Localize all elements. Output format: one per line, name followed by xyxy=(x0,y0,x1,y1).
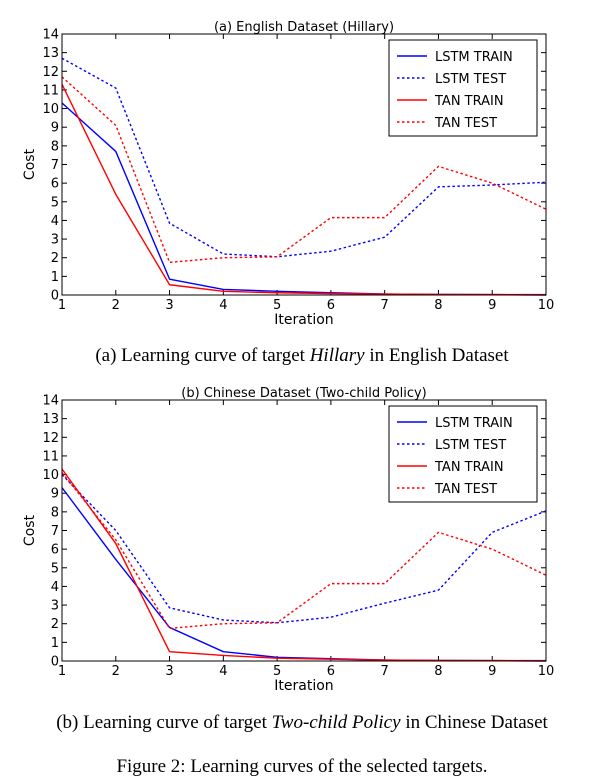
x-tick-label: 1 xyxy=(58,664,66,679)
y-tick-label: 5 xyxy=(51,195,59,210)
x-tick-label: 9 xyxy=(488,664,496,679)
y-tick-label: 12 xyxy=(42,65,59,80)
x-tick-label: 6 xyxy=(327,664,335,679)
x-tick-label: 6 xyxy=(327,298,335,313)
figure-caption: Figure 2: Learning curves of the selecte… xyxy=(116,756,487,777)
y-tick-label: 4 xyxy=(51,214,59,229)
y-tick-label: 2 xyxy=(51,617,59,632)
x-tick-label: 2 xyxy=(112,664,120,679)
plot-frame xyxy=(61,33,547,296)
y-tick-label: 7 xyxy=(51,158,59,173)
series-line-lstm-train xyxy=(61,487,547,662)
legend-label-lstm-train: LSTM TRAIN xyxy=(435,50,513,65)
y-tick-label: 8 xyxy=(51,139,59,154)
chart-chinese-dataset: (b) Chinese Dataset (Two-child Policy)01… xyxy=(22,386,554,694)
y-axis-label: Cost xyxy=(22,514,38,546)
y-axis-label: Cost xyxy=(22,148,38,180)
y-tick-label: 8 xyxy=(51,505,59,520)
y-tick-label: 1 xyxy=(51,270,59,285)
y-tick-label: 11 xyxy=(42,83,59,98)
series-line-tan-test xyxy=(61,76,547,264)
x-tick-label: 5 xyxy=(273,298,281,313)
x-tick-label: 10 xyxy=(538,664,555,679)
x-tick-label: 1 xyxy=(58,298,66,313)
x-tick-label: 4 xyxy=(219,298,227,313)
y-tick-label: 0 xyxy=(51,289,59,304)
legend-label-tan-test: TAN TEST xyxy=(434,482,497,497)
y-tick-label: 7 xyxy=(51,524,59,539)
y-tick-label: 9 xyxy=(51,487,59,502)
y-tick-label: 9 xyxy=(51,121,59,136)
legend-label-tan-train: TAN TRAIN xyxy=(434,94,504,109)
x-axis-label: Iteration xyxy=(274,312,333,328)
legend: LSTM TRAIN LSTM TEST TAN TRAIN TAN TEST xyxy=(388,39,538,137)
caption-b: (b) Learning curve of target Two-child P… xyxy=(56,712,548,733)
y-tick-label: 4 xyxy=(51,580,59,595)
legend-label-lstm-train: LSTM TRAIN xyxy=(435,416,513,431)
chart-title: (b) Chinese Dataset (Two-child Policy) xyxy=(181,386,426,401)
x-tick-label: 7 xyxy=(381,298,389,313)
y-tick-label: 3 xyxy=(51,599,59,614)
y-tick-label: 1 xyxy=(51,636,59,651)
y-tick-label: 10 xyxy=(42,468,59,483)
y-tick-label: 2 xyxy=(51,251,59,266)
y-tick-label: 6 xyxy=(51,177,59,192)
y-tick-label: 6 xyxy=(51,543,59,558)
x-tick-label: 7 xyxy=(381,664,389,679)
y-tick-label: 12 xyxy=(42,431,59,446)
x-tick-label: 3 xyxy=(165,664,173,679)
x-axis-label: Iteration xyxy=(274,678,333,694)
x-tick-label: 8 xyxy=(434,664,442,679)
series-line-tan-test xyxy=(61,472,547,630)
y-tick-label: 10 xyxy=(42,102,59,117)
x-tick-label: 3 xyxy=(165,298,173,313)
x-tick-label: 10 xyxy=(538,298,555,313)
x-tick-label: 4 xyxy=(219,664,227,679)
x-tick-label: 9 xyxy=(488,298,496,313)
y-tick-label: 11 xyxy=(42,449,59,464)
y-tick-label: 3 xyxy=(51,233,59,248)
x-tick-label: 2 xyxy=(112,298,120,313)
y-tick-label: 5 xyxy=(51,561,59,576)
chart-title: (a) English Dataset (Hillary) xyxy=(214,20,394,35)
legend-label-tan-train: TAN TRAIN xyxy=(434,460,504,475)
y-tick-label: 14 xyxy=(42,394,59,409)
plot-frame xyxy=(61,399,547,662)
legend-label-lstm-test: LSTM TEST xyxy=(435,438,506,453)
x-tick-label: 5 xyxy=(273,664,281,679)
legend-label-tan-test: TAN TEST xyxy=(434,116,497,131)
x-tick-label: 8 xyxy=(434,298,442,313)
chart-english-dataset: (a) English Dataset (Hillary)01234567891… xyxy=(22,20,554,328)
y-tick-label: 0 xyxy=(51,655,59,670)
y-tick-label: 13 xyxy=(42,46,59,61)
caption-a: (a) Learning curve of target Hillary in … xyxy=(95,345,509,366)
legend: LSTM TRAIN LSTM TEST TAN TRAIN TAN TEST xyxy=(388,405,538,503)
y-tick-label: 13 xyxy=(42,412,59,427)
y-tick-label: 14 xyxy=(42,28,59,43)
legend-label-lstm-test: LSTM TEST xyxy=(435,72,506,87)
series-line-lstm-test xyxy=(61,474,547,624)
